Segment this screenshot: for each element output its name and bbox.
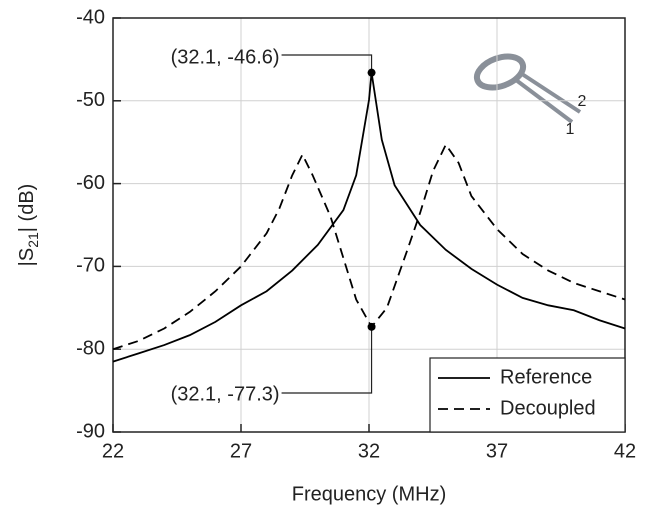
x-tick-label: 22 bbox=[102, 440, 124, 462]
y-tick-label: -60 bbox=[76, 172, 105, 194]
x-tick-label: 32 bbox=[358, 440, 380, 462]
y-tick-label: -80 bbox=[76, 337, 105, 359]
y-tick-label: -70 bbox=[76, 255, 105, 277]
y-label-sub: 21 bbox=[25, 232, 41, 248]
x-tick-label: 27 bbox=[230, 440, 252, 462]
y-label-part: |S bbox=[16, 248, 38, 267]
x-tick-label: 42 bbox=[614, 440, 636, 462]
legend-label: Decoupled bbox=[500, 397, 596, 419]
x-tick-label: 37 bbox=[486, 440, 508, 462]
legend-box bbox=[429, 357, 626, 433]
y-tick-label: -90 bbox=[76, 420, 105, 442]
inset-icon bbox=[473, 53, 582, 124]
annotation-point bbox=[367, 322, 376, 331]
y-tick-label: -50 bbox=[76, 89, 105, 111]
y-tick-label: -40 bbox=[76, 6, 105, 28]
y-label-part: | (dB) bbox=[16, 184, 38, 233]
y-axis-label: |S21| (dB) bbox=[16, 184, 40, 267]
series-line bbox=[112, 72, 626, 363]
legend-label: Reference bbox=[500, 366, 592, 388]
inset-label: 1 bbox=[566, 121, 575, 138]
annotation-point bbox=[367, 68, 376, 77]
series-line bbox=[112, 142, 626, 351]
leader-line bbox=[281, 54, 373, 73]
x-axis-label: Frequency (MHz) bbox=[292, 483, 446, 505]
annotation: (32.1, -77.3) bbox=[171, 383, 280, 405]
annotation: (32.1, -46.6) bbox=[171, 46, 280, 68]
leader-line bbox=[281, 326, 373, 394]
inset-label: 2 bbox=[578, 93, 587, 110]
plot-frame bbox=[112, 17, 626, 433]
